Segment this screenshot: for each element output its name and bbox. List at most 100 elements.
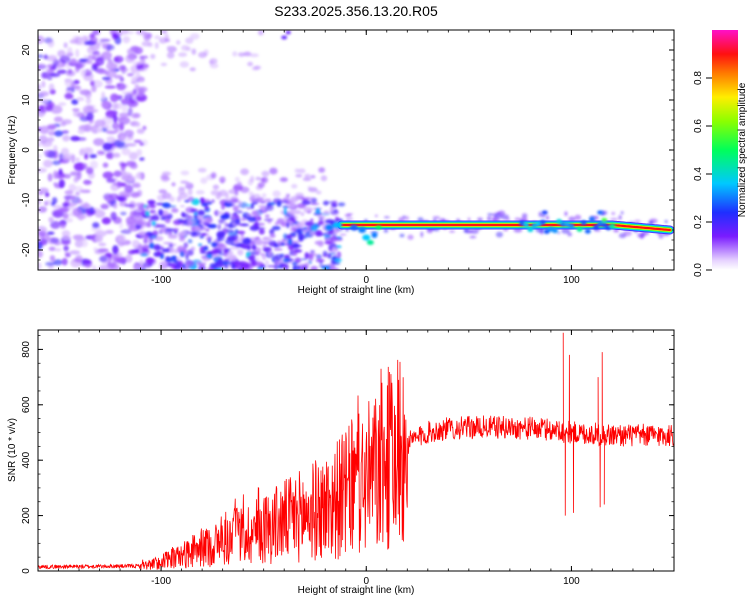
spectrogram-cell — [285, 193, 291, 198]
spectrogram-cell — [136, 189, 143, 197]
spectrogram-cell — [79, 189, 87, 193]
spectrogram-cell — [261, 170, 270, 177]
spectrogram-distortion-cell — [556, 219, 563, 225]
spectrogram-cell — [219, 176, 226, 183]
snr-ytick-label: 0 — [21, 568, 32, 574]
spectrogram-cell — [116, 234, 127, 244]
spectrogram-cell — [71, 99, 79, 105]
spectrogram-cell — [246, 206, 251, 210]
spectrogram-cell — [182, 263, 186, 269]
spectrogram-cell — [259, 263, 266, 268]
spectrogram-cell — [39, 98, 49, 104]
spectrogram-cell — [161, 171, 172, 176]
spectrogram-cell — [120, 229, 132, 235]
spectrogram-cell — [200, 177, 208, 184]
spectrogram-cell — [257, 30, 264, 36]
spectrogram-cell — [123, 129, 134, 137]
spectrogram-ylabel: Frequency (Hz) — [7, 116, 18, 185]
spectrogram-cell — [292, 265, 302, 270]
spectrogram-cell — [105, 130, 118, 135]
spectrogram-cell — [254, 239, 264, 246]
spectrogram-cell — [179, 235, 186, 242]
spectrogram-cell — [177, 260, 182, 264]
spectrogram-cell — [249, 53, 259, 58]
spectrogram-cell — [268, 238, 273, 242]
spectrogram-cell — [135, 208, 140, 212]
spectrogram-cell — [38, 84, 41, 91]
spectrogram-cell — [154, 42, 159, 49]
spectrogram-cell — [344, 213, 352, 217]
spectrogram-cell — [199, 251, 207, 254]
spectrogram-cell — [132, 112, 141, 119]
spectrogram-cell — [538, 211, 542, 218]
spectrogram-cell — [469, 235, 477, 239]
spectrogram-cell — [149, 209, 156, 214]
snr-frame — [37, 329, 675, 572]
spectrogram-cell — [300, 233, 305, 240]
spectrogram-cell — [232, 51, 238, 57]
spectrogram-cell — [283, 197, 290, 202]
spectrogram-cell — [113, 55, 124, 63]
spectrogram-cell — [248, 191, 254, 196]
spectrogram-cell — [271, 225, 281, 231]
spectrogram-cell — [60, 147, 70, 155]
spectrogram-cell — [664, 219, 668, 224]
spectrogram-cell — [310, 218, 314, 221]
spectrogram-cell — [639, 233, 644, 239]
spectrogram-cell — [201, 233, 207, 236]
spectrogram-cell — [318, 264, 327, 268]
spectrogram-cell — [318, 218, 326, 222]
spectrogram-cell — [289, 210, 296, 215]
spectrogram-cell — [73, 162, 86, 172]
spectrogram-cell — [145, 210, 150, 217]
spectrogram-cell — [287, 238, 293, 246]
spectrogram-cell — [143, 36, 151, 42]
spectrogram-cell — [135, 266, 146, 270]
spectrogram-cell — [120, 98, 129, 105]
spectrogram-cell — [158, 37, 168, 44]
spectrogram-cell — [159, 188, 166, 194]
spectrogram-cell — [229, 196, 239, 203]
spectrogram-cell — [63, 245, 69, 252]
spectrogram-cell — [177, 231, 186, 238]
spectrogram-cell — [486, 215, 492, 222]
spectrogram-cell — [79, 89, 92, 96]
spectrogram-cell — [165, 256, 170, 260]
spectrogram-cell — [101, 91, 106, 100]
spectrogram-cell — [131, 182, 141, 187]
spectrogram-cell — [314, 240, 324, 245]
spectrogram-cell — [307, 210, 312, 214]
spectrogram-cell — [140, 203, 145, 206]
spectrogram-cell — [317, 233, 323, 237]
spectrogram-cell — [96, 150, 106, 155]
spectrogram-cell — [166, 51, 175, 59]
spectrogram-cell — [118, 191, 131, 198]
spectrogram-cell — [90, 124, 100, 134]
spectrogram-cell — [221, 261, 232, 265]
spectrogram-cell — [48, 124, 56, 130]
spectrogram-cell — [172, 228, 179, 232]
snr-ytick-label: 800 — [21, 341, 32, 358]
snr-panel: -100 0 100 0 200 400 600 800 Height of straight… — [7, 329, 675, 596]
spectrogram-cell — [102, 162, 109, 168]
spectrogram-cell — [126, 99, 139, 108]
spectrogram-cell — [265, 204, 274, 211]
spectrogram-cell — [72, 110, 81, 117]
spectrogram-cell — [237, 210, 244, 214]
spectrogram-cell — [281, 35, 288, 40]
spectrogram-cell — [42, 159, 53, 168]
spectrogram-cell — [633, 219, 641, 224]
spectrogram-cell — [618, 215, 622, 220]
spectrogram-cell — [50, 220, 61, 229]
spectrogram-cell — [92, 222, 100, 229]
spectrogram-cell — [64, 190, 74, 195]
spectrogram-cell — [62, 202, 69, 208]
spectrogram-cell — [205, 235, 213, 242]
spectrogram-cell — [62, 236, 73, 240]
spectrogram-cell — [142, 63, 149, 70]
spectrogram-cell — [260, 207, 266, 211]
spectrogram-cell — [69, 250, 81, 255]
spectrogram-cell — [197, 209, 205, 217]
spectrogram-cell — [383, 216, 390, 219]
spectrogram-cell — [75, 48, 80, 58]
